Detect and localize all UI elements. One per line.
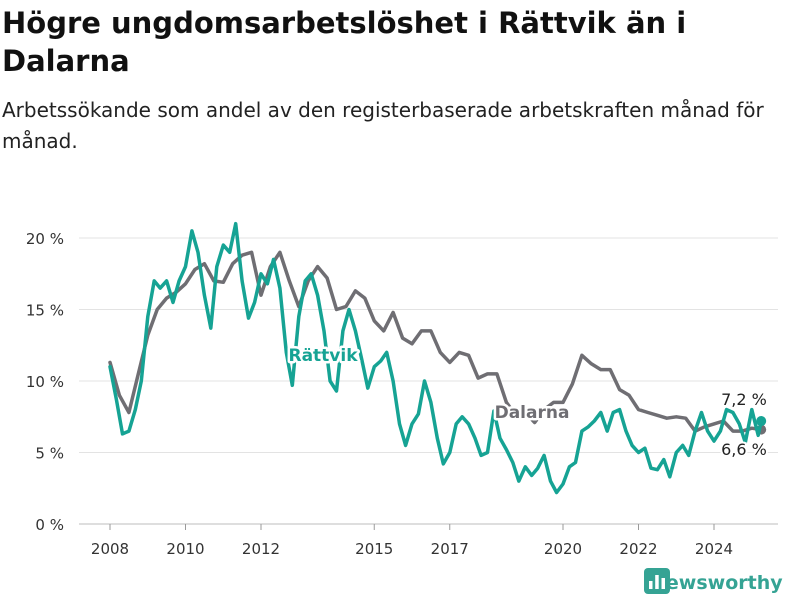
x-axis-ticks: 2008 2010 2012 2015 2017 2020 2022 2024	[91, 524, 733, 558]
chart-title: Högre ungdomsarbetslöshet i Rättvik än i…	[2, 6, 687, 78]
series-endpoint-rattvik	[756, 416, 767, 427]
end-value-label-dalarna-halo: 6,6 %	[721, 440, 767, 459]
end-value-label-dalarna: 6,6 %	[721, 440, 767, 459]
series-name-label-dalarna: Dalarna	[495, 403, 570, 423]
y-tick-label: 5 %	[35, 445, 64, 463]
x-tick-label: 2017	[431, 540, 469, 558]
series-name-label-rattvik: Rättvik	[288, 346, 358, 366]
y-tick-label: 10 %	[26, 373, 64, 391]
x-tick-label: 2008	[91, 540, 129, 558]
chart-subtitle: Arbetssökande som andel av den registerb…	[2, 98, 764, 153]
series-line-rattvik	[108, 221, 763, 495]
x-tick-label: 2024	[695, 540, 733, 558]
grid-lines	[79, 237, 778, 525]
series-name-label-rattvik-halo: Rättvik	[288, 346, 358, 366]
brand-label: Newsworthy	[650, 572, 783, 594]
y-axis-ticks: 0 % 5 % 10 % 15 % 20 %	[26, 230, 64, 534]
y-tick-label: 20 %	[26, 230, 64, 248]
end-value-label-rattvik-halo: 7,2 %	[721, 390, 767, 409]
x-tick-label: 2015	[355, 540, 393, 558]
series-lines	[108, 221, 767, 495]
y-tick-label: 0 %	[35, 516, 64, 534]
x-tick-label: 2022	[619, 540, 657, 558]
series-line-dalarna	[108, 250, 763, 433]
end-value-label-rattvik: 7,2 %	[721, 390, 767, 409]
x-tick-label: 2012	[242, 540, 280, 558]
y-tick-label: 15 %	[26, 302, 64, 320]
x-tick-label: 2010	[166, 540, 204, 558]
x-tick-label: 2020	[544, 540, 582, 558]
newsworthy-logo[interactable]: Newsworthy	[644, 568, 783, 598]
bar-chart-logo-icon	[644, 568, 670, 594]
series-name-label-dalarna-halo: Dalarna	[495, 403, 570, 423]
